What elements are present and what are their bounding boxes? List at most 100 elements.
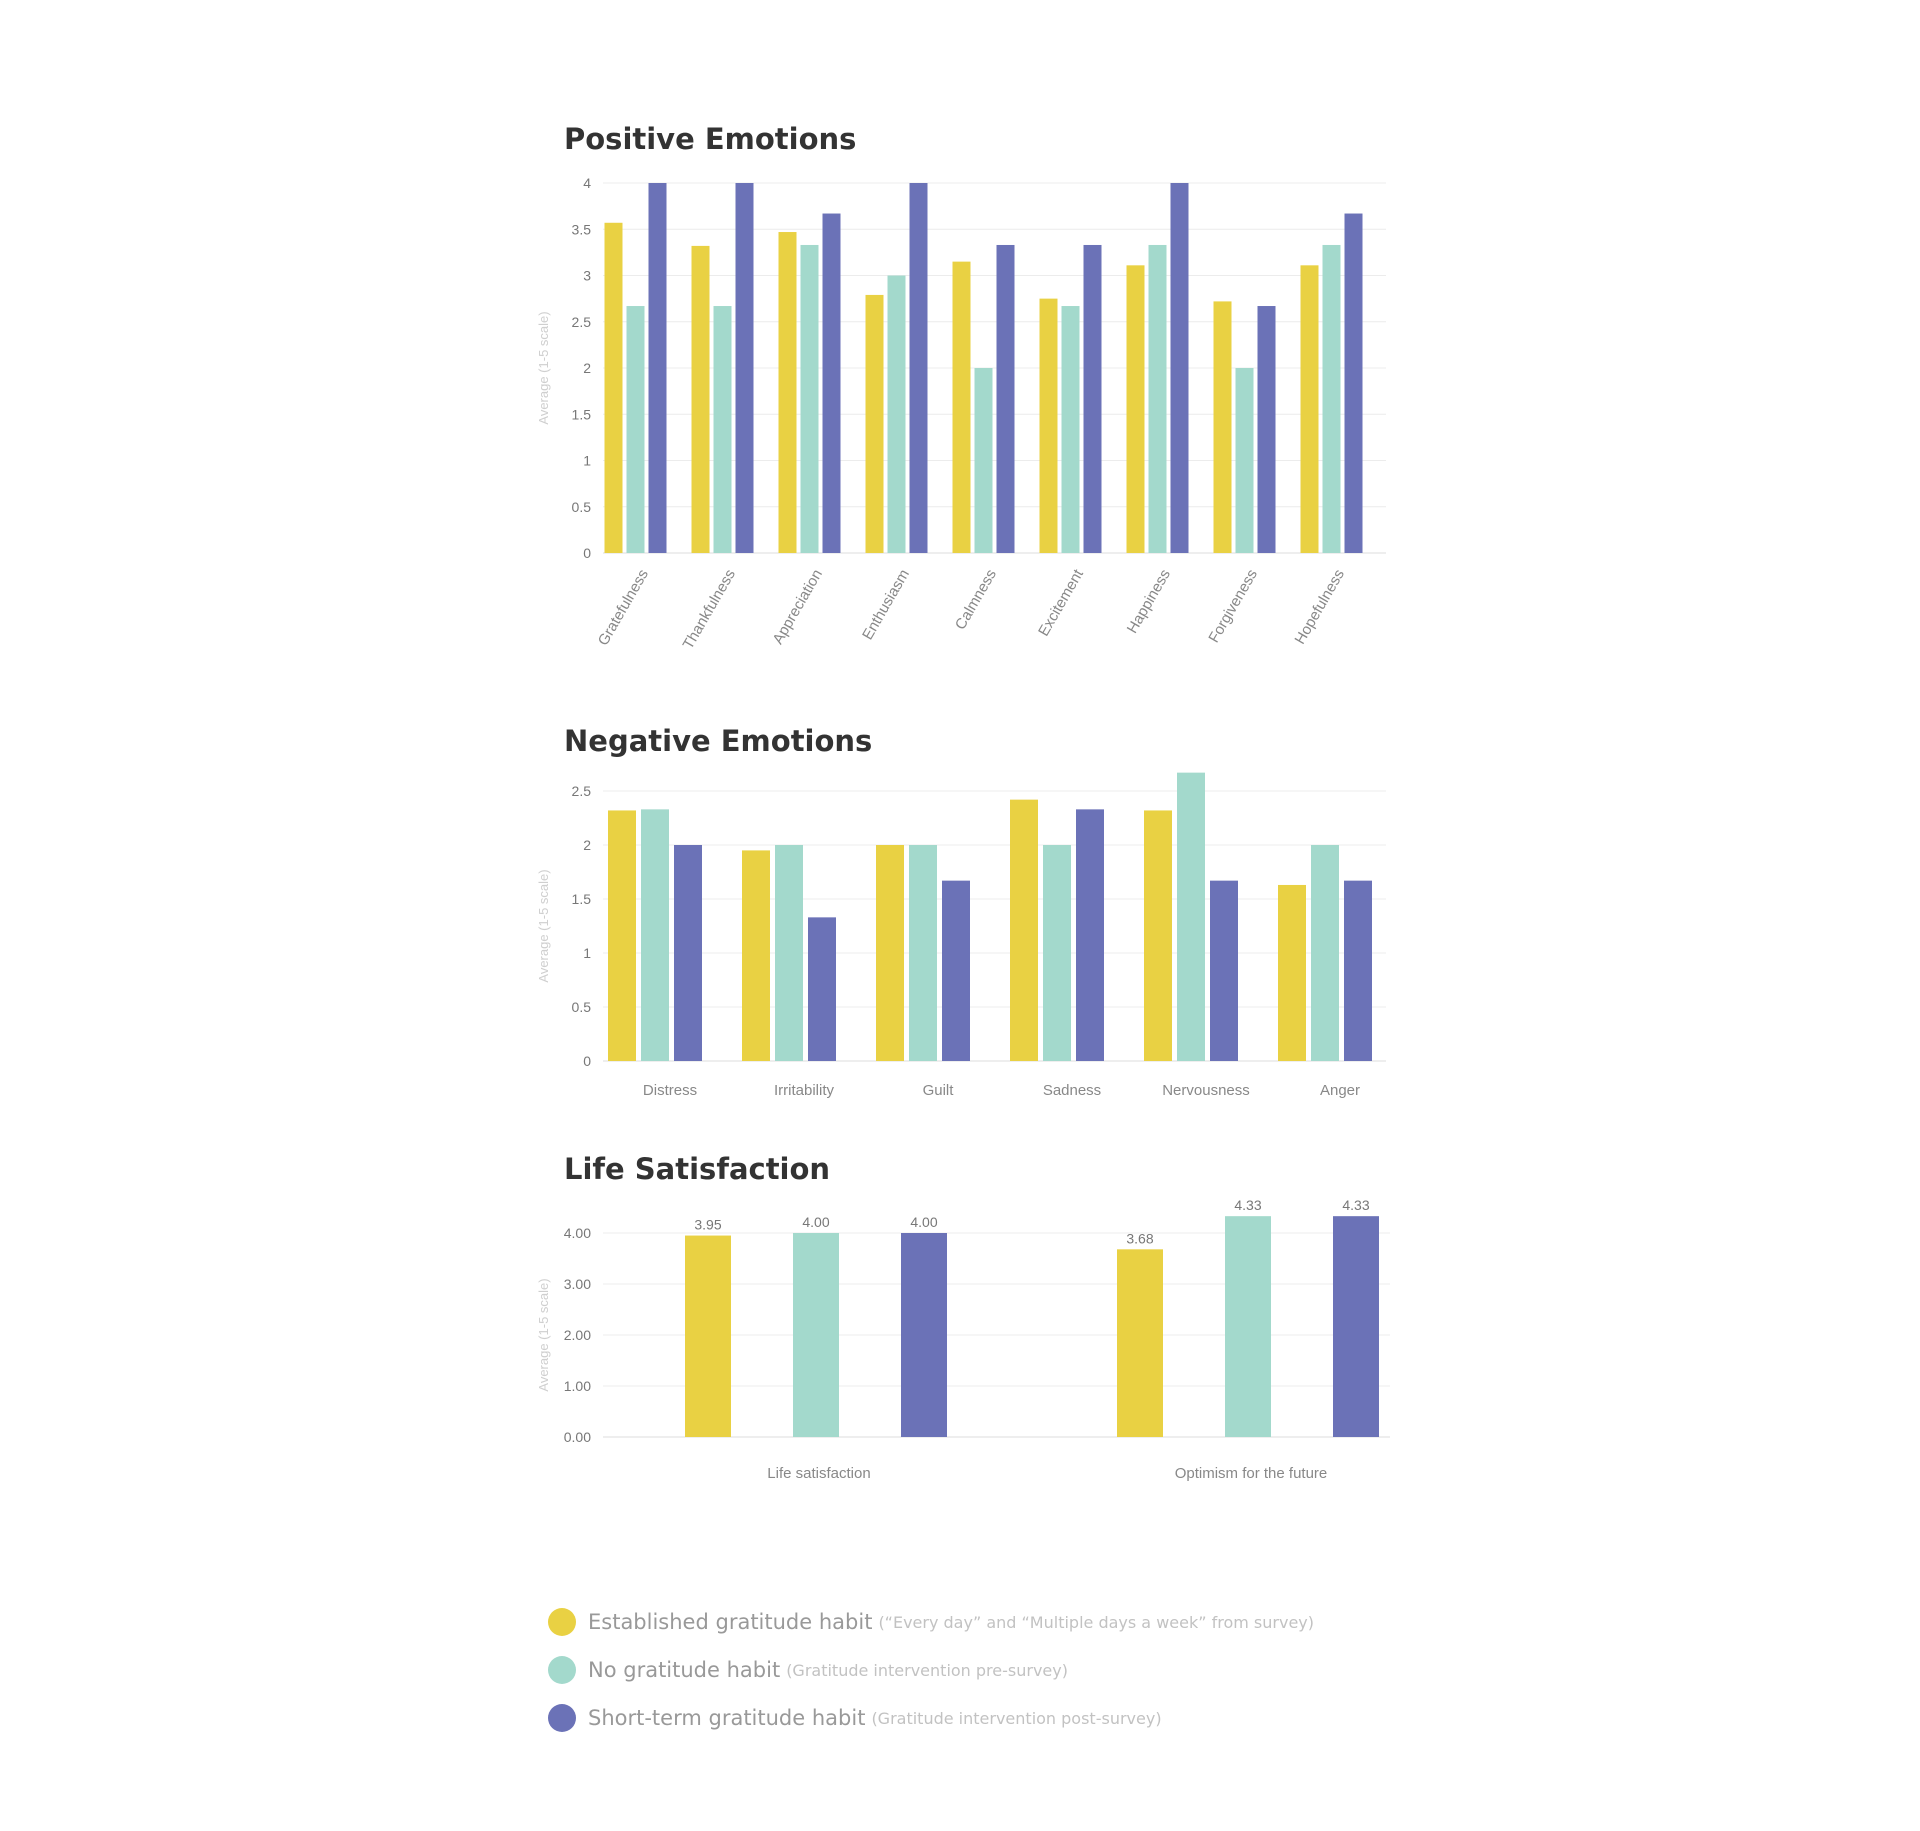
life-satisfaction-chart: 0.00 1.00 2.00 3.00 4.00 Average (1-5 scale) 3…	[536, 1197, 1390, 1482]
bar	[1126, 265, 1145, 553]
y-axis-label: Average (1-5 scale)	[536, 869, 551, 982]
bar	[1278, 884, 1306, 1061]
legend-label: Short-term gratitude habit	[588, 1706, 866, 1730]
data-label: 3.95	[694, 1217, 721, 1233]
x-tick-label: Guilt	[923, 1082, 955, 1099]
y-tick-label: 1.5	[572, 891, 592, 907]
y-tick-label: 1	[583, 945, 591, 961]
x-tick-label: Optimism for the future	[1175, 1465, 1328, 1482]
bar	[800, 244, 819, 553]
bar	[626, 306, 645, 553]
bar	[942, 880, 970, 1061]
y-tick-label: 1.5	[572, 406, 592, 422]
bar	[1344, 213, 1363, 553]
bar	[1083, 244, 1102, 553]
data-label: 3.68	[1126, 1230, 1153, 1246]
bar	[713, 306, 732, 553]
y-tick-label: 3	[583, 268, 591, 284]
positive-emotions-title: Positive Emotions	[564, 122, 857, 156]
bar	[742, 850, 770, 1061]
legend-swatch-established	[548, 1608, 576, 1636]
data-label: 4.00	[802, 1214, 829, 1230]
x-tick-label: Nervousness	[1162, 1082, 1250, 1099]
bar	[887, 275, 906, 553]
life-satisfaction-title: Life Satisfaction	[564, 1152, 831, 1186]
bar	[1257, 306, 1276, 553]
bar	[735, 183, 754, 553]
data-label: 4.33	[1234, 1197, 1261, 1213]
bar	[1333, 1216, 1379, 1437]
bar	[691, 245, 710, 553]
legend-swatch-none	[548, 1656, 576, 1684]
y-tick-label: 0.5	[572, 999, 592, 1015]
data-label: 4.33	[1342, 1197, 1369, 1213]
bar	[1148, 244, 1167, 553]
y-tick-label: 2.5	[572, 314, 592, 330]
bar	[641, 809, 669, 1061]
bar	[909, 183, 928, 553]
bar	[952, 261, 971, 553]
legend-note: (Gratitude intervention pre-survey)	[786, 1660, 1068, 1680]
data-label: 4.00	[910, 1214, 937, 1230]
bar	[793, 1233, 839, 1437]
y-tick-label: 3.5	[572, 221, 592, 237]
legend-note: (Gratitude intervention post-survey)	[871, 1708, 1162, 1728]
y-tick-label: 2	[583, 837, 591, 853]
bar	[1213, 301, 1232, 553]
y-axis-label: Average (1-5 scale)	[536, 311, 551, 424]
y-tick-label: 4.00	[564, 1225, 591, 1241]
y-tick-label: 0.00	[564, 1429, 591, 1445]
x-tick-label: Distress	[643, 1082, 697, 1099]
bar	[604, 222, 623, 553]
bar	[822, 213, 841, 553]
y-tick-label: 4	[583, 175, 591, 191]
bar	[1076, 809, 1104, 1061]
y-tick-label: 1.00	[564, 1378, 591, 1394]
legend-label: Established gratitude habit	[588, 1610, 873, 1634]
bar	[674, 845, 702, 1061]
negative-emotions-chart: 0 0.5 1 1.5 2 2.5 Average (1-5 scale) Distress I…	[536, 772, 1386, 1099]
y-tick-label: 2.00	[564, 1327, 591, 1343]
x-tick-label: Anger	[1320, 1082, 1360, 1099]
x-tick-label: Life satisfaction	[767, 1465, 870, 1482]
bar	[778, 232, 797, 553]
bar	[1039, 298, 1058, 553]
bar	[1010, 799, 1038, 1061]
legend-label: No gratitude habit	[588, 1658, 781, 1682]
bar	[1311, 845, 1339, 1061]
y-tick-label: 2.5	[572, 783, 592, 799]
legend-item-none: No gratitude habit (Gratitude interventi…	[548, 1646, 1314, 1694]
y-tick-label: 2	[583, 360, 591, 376]
y-tick-label: 0	[583, 545, 591, 561]
bar	[608, 810, 636, 1061]
legend-item-established: Established gratitude habit (“Every day”…	[548, 1598, 1314, 1646]
bar	[1225, 1216, 1271, 1437]
bar	[1043, 845, 1071, 1061]
y-axis-label: Average (1-5 scale)	[536, 1278, 551, 1391]
bar	[909, 845, 937, 1061]
bar	[1210, 880, 1238, 1061]
bar	[648, 183, 667, 553]
bar	[876, 845, 904, 1061]
bar	[865, 294, 884, 553]
y-tick-label: 0	[583, 1053, 591, 1069]
bar	[775, 845, 803, 1061]
bar	[1322, 244, 1341, 553]
bar	[685, 1235, 731, 1437]
legend: Established gratitude habit (“Every day”…	[548, 1598, 1314, 1742]
bar	[1235, 368, 1254, 553]
bar	[1170, 183, 1189, 553]
y-tick-label: 3.00	[564, 1276, 591, 1292]
bar	[1144, 810, 1172, 1061]
negative-emotions-title: Negative Emotions	[564, 724, 873, 758]
x-tick-label: Sadness	[1043, 1082, 1101, 1099]
bar	[1344, 880, 1372, 1061]
x-tick-label: Irritability	[774, 1082, 835, 1099]
legend-swatch-short-term	[548, 1704, 576, 1732]
bar	[901, 1233, 947, 1437]
legend-item-short-term: Short-term gratitude habit (Gratitude in…	[548, 1694, 1314, 1742]
bar	[1117, 1249, 1163, 1437]
legend-note: (“Every day” and “Multiple days a week” …	[878, 1612, 1314, 1632]
bar	[1061, 306, 1080, 553]
